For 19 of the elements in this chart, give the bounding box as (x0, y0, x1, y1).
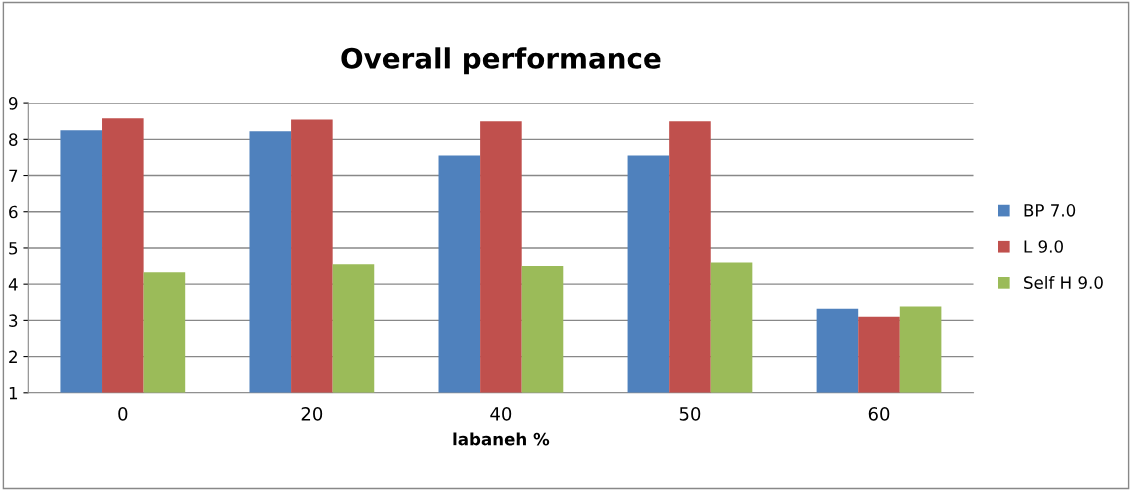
y-tick-label: 9 (9, 97, 18, 110)
x-tick-label: 60 (868, 407, 890, 421)
y-tick-label: 6 (9, 205, 18, 219)
x-tick-label: 20 (301, 407, 323, 421)
x-tick-label: 0 (118, 407, 128, 421)
legend-label: L 9.0 (1024, 240, 1063, 253)
x-tick-label: 50 (679, 407, 701, 421)
y-tick-label: 8 (9, 133, 18, 146)
y-tick-label: 5 (9, 242, 18, 255)
legend-label: Self H 9.0 (1024, 276, 1103, 289)
y-tick-label: 1 (9, 386, 18, 400)
y-tick-label: 3 (9, 314, 18, 327)
chart-title: Overall performance (341, 47, 661, 75)
y-tick-label: 4 (8, 278, 18, 291)
x-axis-title: labaneh % (453, 432, 550, 446)
y-tick-label: 7 (9, 169, 18, 182)
legend-label: BP 7.0 (1024, 204, 1076, 217)
y-tick-label: 2 (9, 350, 17, 363)
x-tick-label: 40 (490, 407, 512, 421)
